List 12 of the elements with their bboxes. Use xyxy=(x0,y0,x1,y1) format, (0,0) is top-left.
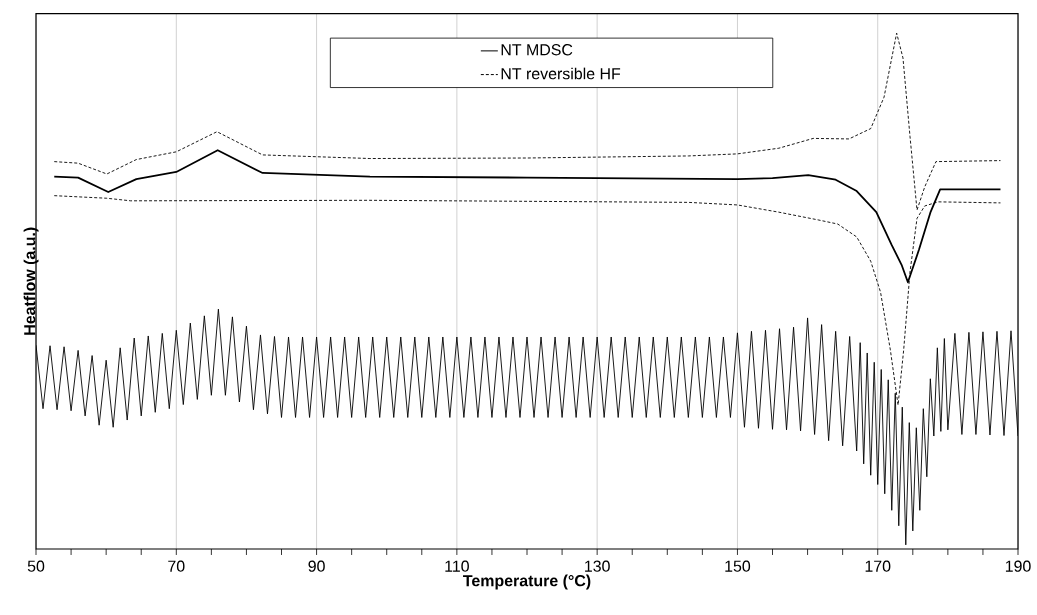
x-tick-label: 130 xyxy=(585,560,610,572)
x-tick-label: 70 xyxy=(168,560,185,572)
x-tick-label: 150 xyxy=(725,560,751,572)
x-tick-label: 190 xyxy=(1005,560,1031,572)
x-tick-label: 110 xyxy=(445,560,469,572)
x-tick-label: 50 xyxy=(27,560,45,572)
legend-label: NT MDSC xyxy=(501,44,573,56)
x-tick-label: 90 xyxy=(308,560,325,572)
x-tick-label: 170 xyxy=(865,560,891,572)
x-axis-title: Temperature (°C) xyxy=(463,574,591,590)
legend-label: NT reversible HF xyxy=(501,67,621,80)
y-axis-title: Heatflow (a.u.) xyxy=(23,227,39,335)
